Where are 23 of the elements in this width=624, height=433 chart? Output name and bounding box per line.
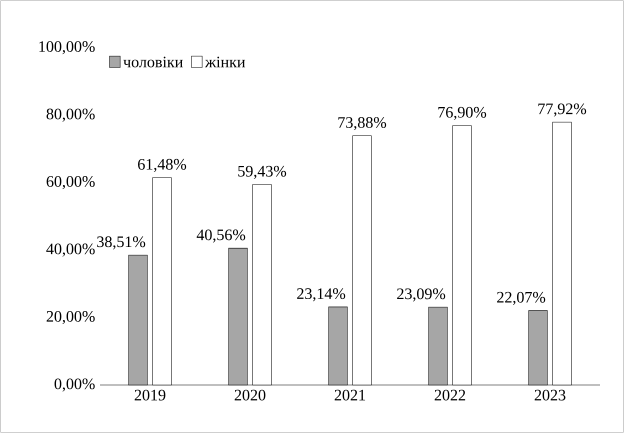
x-tick-label: 2020 [234, 390, 266, 400]
x-tick-label: 2022 [434, 390, 466, 400]
legend-label: жінки [205, 56, 246, 68]
y-tick-label: 40,00% [46, 244, 95, 257]
data-label: 40,56% [196, 229, 246, 243]
data-label: 59,43% [238, 166, 286, 179]
data-label: 38,51% [97, 236, 146, 250]
y-tick-label: 100,00% [39, 41, 95, 54]
data-label: 61,48% [138, 158, 186, 172]
y-tick-label: 20,00% [46, 310, 95, 324]
x-tick-label: 2023 [534, 390, 566, 400]
data-label: 76,90% [438, 106, 486, 120]
y-tick-label: 80,00% [46, 108, 95, 122]
data-label: 22,07% [497, 292, 546, 305]
y-tick-label: 60,00% [46, 176, 95, 190]
data-label: 77,92% [538, 103, 586, 117]
data-label: 73,88% [338, 117, 386, 130]
x-tick-label: 2021 [334, 390, 366, 400]
data-label: 23,14% [297, 288, 346, 302]
legend-label: чоловіки [123, 56, 183, 68]
data-label: 23,09% [397, 288, 446, 302]
y-tick-label: 0,00% [54, 378, 95, 392]
x-tick-label: 2019 [134, 390, 166, 400]
